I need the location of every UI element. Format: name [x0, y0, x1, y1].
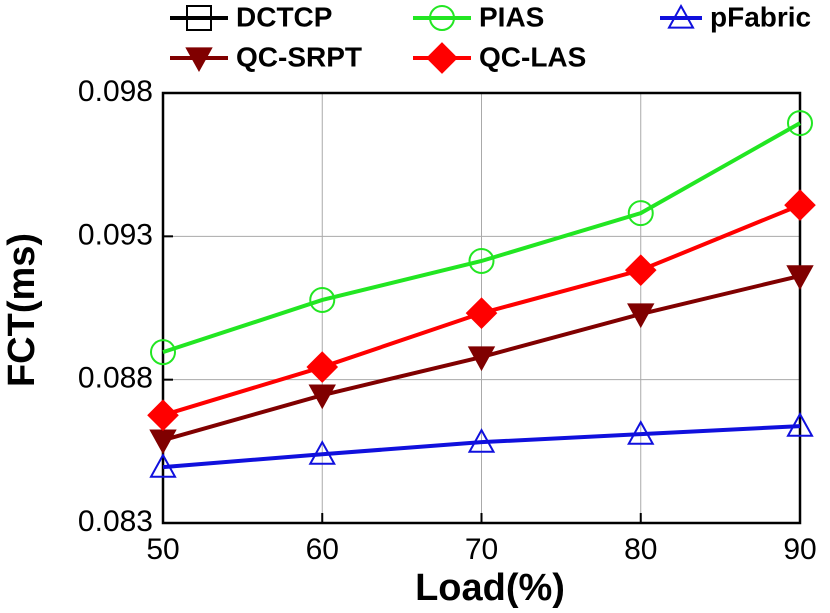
legend-marker	[186, 5, 212, 31]
y-tick-label: 0.098	[78, 75, 153, 108]
legend-label: pFabric	[710, 1, 811, 32]
marker	[627, 303, 655, 329]
series-line	[162, 121, 801, 355]
marker	[468, 247, 495, 274]
x-tick-label: 90	[783, 533, 816, 566]
legend-label: QC-SRPT	[236, 41, 362, 72]
x-tick-label: 50	[146, 533, 179, 566]
x-tick-label: 80	[624, 533, 657, 566]
series-line	[162, 424, 801, 470]
marker	[786, 265, 814, 290]
marker	[149, 429, 177, 455]
marker	[624, 254, 657, 286]
marker	[787, 110, 813, 137]
marker	[467, 346, 496, 372]
marker	[306, 351, 339, 383]
marker	[309, 286, 336, 313]
marker	[149, 453, 177, 478]
legend-marker	[429, 5, 455, 31]
legend-marker	[185, 47, 213, 73]
y-tick-label: 0.083	[78, 505, 153, 538]
plot-frame	[161, 91, 802, 525]
marker	[627, 200, 654, 227]
x-tick-label: 60	[306, 533, 339, 566]
legend-label: PIAS	[479, 1, 544, 32]
y-tick-label: 0.093	[78, 218, 153, 251]
marker	[308, 384, 336, 410]
y-tick-label: 0.088	[78, 362, 153, 395]
marker	[786, 412, 814, 437]
legend-label: QC-LAS	[479, 41, 586, 72]
marker	[150, 339, 176, 366]
marker	[467, 428, 496, 453]
legend-marker	[426, 42, 458, 74]
marker	[147, 399, 179, 432]
legend-label: DCTCP	[236, 1, 332, 32]
x-axis-label: Load(%)	[415, 567, 565, 609]
y-axis-label: FCT(ms)	[1, 233, 43, 387]
legend-marker	[667, 3, 695, 29]
marker	[627, 420, 655, 445]
marker	[784, 189, 816, 221]
marker	[465, 297, 498, 329]
x-tick-label: 70	[465, 533, 498, 566]
marker	[308, 440, 336, 465]
